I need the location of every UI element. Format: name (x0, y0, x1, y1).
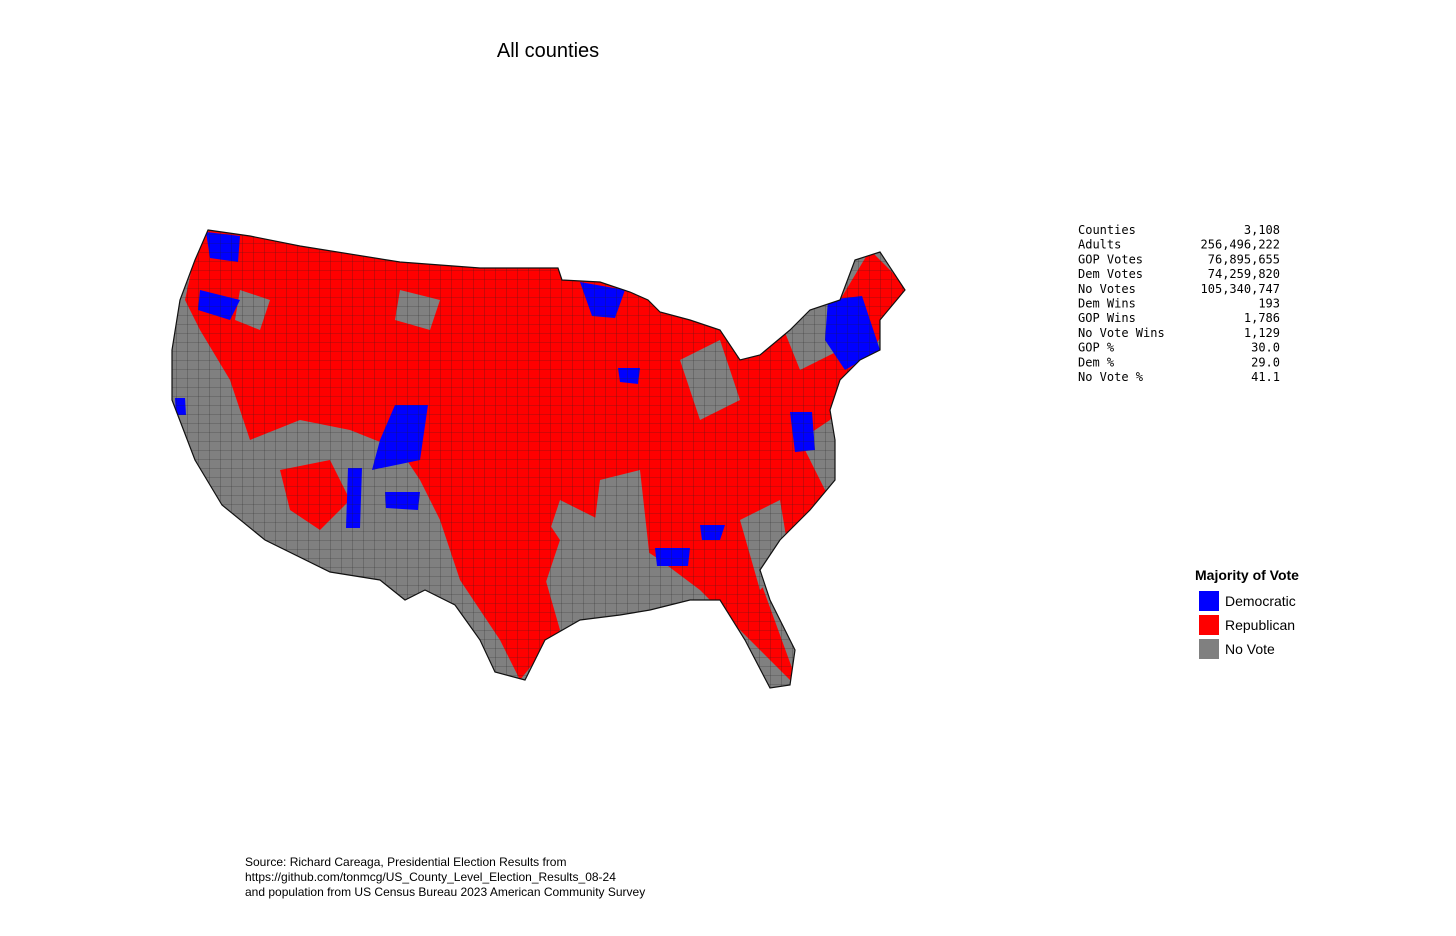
stat-label: No Vote % (1078, 370, 1144, 384)
stat-value: 29.0 (1251, 355, 1280, 369)
stat-label: Dem Wins (1078, 297, 1136, 311)
source-line: Source: Richard Careaga, Presidential El… (245, 855, 566, 869)
stat-value: 76,895,655 (1208, 252, 1280, 266)
stat-value: 105,340,747 (1201, 282, 1280, 296)
legend-title: Majority of Vote (1195, 567, 1299, 583)
stat-value: 256,496,222 (1201, 238, 1280, 252)
stat-label: No Vote Wins (1078, 326, 1165, 340)
source-line: https://github.com/tonmcg/US_County_Leve… (245, 870, 616, 884)
stat-label: GOP % (1078, 341, 1115, 355)
us-county-map (172, 230, 905, 688)
stat-label: Dem Votes (1078, 267, 1143, 281)
stats-table: Counties 3,108 Adults 256,496,222 GOP Votes 7… (1078, 223, 1280, 384)
stat-value: 1,129 (1244, 326, 1280, 340)
stat-value: 74,259,820 (1208, 267, 1280, 281)
legend-swatch (1199, 639, 1219, 659)
legend: Majority of Vote Democratic Republican No … (1195, 567, 1299, 659)
stat-label: GOP Wins (1078, 311, 1136, 325)
legend-swatch (1199, 615, 1219, 635)
stat-label: Counties (1078, 223, 1136, 237)
legend-label: Republican (1225, 617, 1295, 633)
stat-label: GOP Votes (1078, 252, 1143, 266)
stat-value: 41.1 (1251, 370, 1280, 384)
stat-value: 193 (1258, 297, 1280, 311)
legend-swatch (1199, 591, 1219, 611)
stat-label: No Votes (1078, 282, 1136, 296)
stat-value: 1,786 (1244, 311, 1280, 325)
county-borders (172, 230, 905, 688)
legend-label: Democratic (1225, 593, 1296, 609)
stat-label: Adults (1078, 238, 1121, 252)
stat-value: 3,108 (1244, 223, 1280, 237)
map-title: All counties (497, 40, 599, 62)
source-note: Source: Richard Careaga, Presidential El… (245, 855, 645, 899)
stat-label: Dem % (1078, 355, 1115, 369)
source-line: and population from US Census Bureau 202… (245, 885, 645, 899)
stat-value: 30.0 (1251, 341, 1280, 355)
legend-label: No Vote (1225, 641, 1275, 657)
